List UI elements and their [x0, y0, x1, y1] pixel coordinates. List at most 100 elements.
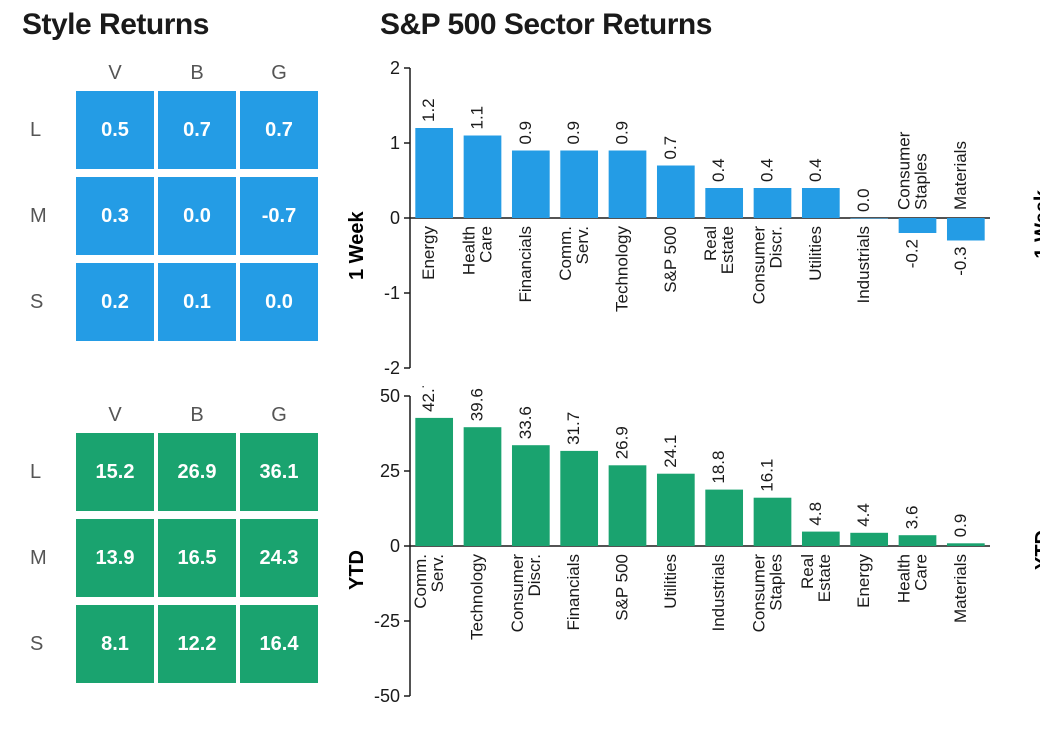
bar-value-label: 0.9 — [564, 121, 583, 145]
bar-category-label: ConsumerStaples — [895, 131, 931, 210]
sector-bar — [802, 188, 840, 218]
bar-value-label: 4.8 — [806, 502, 825, 526]
bar-category-label: Materials — [951, 554, 970, 623]
bar-value-label: 3.6 — [903, 506, 922, 530]
bar-category-label: RealEstate — [701, 226, 737, 274]
style-cell: 26.9 — [158, 433, 236, 511]
sector-bar — [754, 188, 792, 218]
bar-category-label: S&P 500 — [613, 554, 632, 621]
bar-value-label: 39.6 — [468, 388, 487, 421]
sector-bar — [899, 535, 937, 546]
col-header-v: V — [74, 62, 156, 85]
bar-value-label: 1.1 — [468, 106, 487, 130]
bar-value-label: 16.1 — [758, 459, 777, 492]
bar-category-label: S&P 500 — [661, 226, 680, 293]
bar-category-label: Comm.Serv. — [411, 554, 447, 609]
bar-category-label: Industrials — [709, 554, 728, 631]
sector-bar — [415, 128, 453, 218]
bar-category-label: ConsumerDiscr. — [750, 226, 786, 305]
row-header-s: S — [30, 291, 74, 314]
style-cell: 36.1 — [240, 433, 318, 511]
bar-value-label: 31.7 — [564, 412, 583, 445]
svg-text:-50: -50 — [374, 686, 400, 706]
sector-bar — [560, 451, 598, 546]
svg-text:1: 1 — [390, 133, 400, 153]
bar-category-label: Energy — [419, 226, 438, 280]
style-cell: 16.5 — [158, 519, 236, 597]
bar-value-label: 0.9 — [516, 121, 535, 145]
bar-value-label: 0.4 — [806, 158, 825, 182]
bar-value-label: 4.4 — [854, 503, 873, 527]
bar-category-label: Energy — [854, 554, 873, 608]
bar-value-label: 42.7 — [419, 386, 438, 412]
svg-text:-1: -1 — [384, 283, 400, 303]
sector-chart-ytd: -50-250255042.7Comm.Serv.39.6Technology3… — [360, 386, 1000, 711]
style-cell: 0.0 — [158, 177, 236, 255]
bar-value-label: 0.9 — [951, 514, 970, 538]
row-header-m: M — [30, 205, 74, 228]
sector-chart-1week: -2-10121.2Energy1.1HealthCare0.9Financia… — [360, 58, 1000, 383]
sector-bar — [705, 188, 743, 218]
sector-bar — [657, 166, 695, 219]
svg-text:0: 0 — [390, 536, 400, 556]
style-cell: 13.9 — [76, 519, 154, 597]
col-header-b: B — [156, 404, 238, 427]
sector-bar — [754, 498, 792, 546]
bar-value-label: 0.7 — [661, 136, 680, 160]
svg-text:0: 0 — [390, 208, 400, 228]
sector-bar — [512, 445, 550, 546]
bar-value-label: -0.2 — [903, 239, 922, 268]
col-header-b: B — [156, 62, 238, 85]
sector-bar — [609, 465, 647, 546]
sector-bar — [947, 218, 985, 241]
sector-returns-title: S&P 500 Sector Returns — [380, 8, 712, 42]
style-cell: 0.5 — [76, 91, 154, 169]
style-cell: -0.7 — [240, 177, 318, 255]
bar-value-label: 1.2 — [419, 98, 438, 122]
bar-category-label: Utilities — [806, 226, 825, 281]
bar-value-label: 18.8 — [709, 451, 728, 484]
style-cell: 0.0 — [240, 263, 318, 341]
sector-bar — [850, 218, 888, 219]
style-cell: 0.3 — [76, 177, 154, 255]
bar-category-label: HealthCare — [460, 226, 496, 275]
bar-value-label: -0.3 — [951, 247, 970, 276]
bar-category-label: Industrials — [854, 226, 873, 303]
col-header-v: V — [74, 404, 156, 427]
sector-bar — [850, 533, 888, 546]
bar-value-label: 0.4 — [758, 158, 777, 182]
bar-value-label: 0.9 — [613, 121, 632, 145]
style-cell: 24.3 — [240, 519, 318, 597]
style-cell: 0.7 — [240, 91, 318, 169]
bar-value-label: 0.0 — [854, 188, 873, 212]
sector-bar — [609, 151, 647, 219]
svg-text:50: 50 — [380, 386, 400, 406]
row-header-s: S — [30, 633, 74, 656]
bar-category-label: Technology — [613, 226, 632, 313]
style-cell: 0.2 — [76, 263, 154, 341]
bar-category-label: ConsumerStaples — [750, 554, 786, 633]
bar-value-label: 24.1 — [661, 435, 680, 468]
bar-category-label: Financials — [564, 554, 583, 631]
style-grid-ytd: V B G L 15.2 26.9 36.1 M 13.9 16.5 24.3 … — [30, 404, 320, 685]
sector-bar — [464, 136, 502, 219]
svg-text:-25: -25 — [374, 611, 400, 631]
bar-category-label: HealthCare — [895, 554, 931, 603]
bar-category-label: Utilities — [661, 554, 680, 609]
sector-bar — [415, 418, 453, 546]
style-returns-title: Style Returns — [22, 8, 209, 42]
col-header-g: G — [238, 62, 320, 85]
style-cell: 15.2 — [76, 433, 154, 511]
sector-bar — [899, 218, 937, 233]
sector-bar — [464, 427, 502, 546]
axis-label-ytd-right: YTD — [1032, 530, 1040, 570]
bar-category-label: RealEstate — [798, 554, 834, 602]
col-header-g: G — [238, 404, 320, 427]
row-header-m: M — [30, 547, 74, 570]
bar-value-label: 33.6 — [516, 406, 535, 439]
sector-bar — [512, 151, 550, 219]
style-grid-1week: V B G L 0.5 0.7 0.7 M 0.3 0.0 -0.7 S 0.2… — [30, 62, 320, 343]
bar-category-label: Comm.Serv. — [556, 226, 592, 281]
svg-text:2: 2 — [390, 58, 400, 78]
style-cell: 0.7 — [158, 91, 236, 169]
